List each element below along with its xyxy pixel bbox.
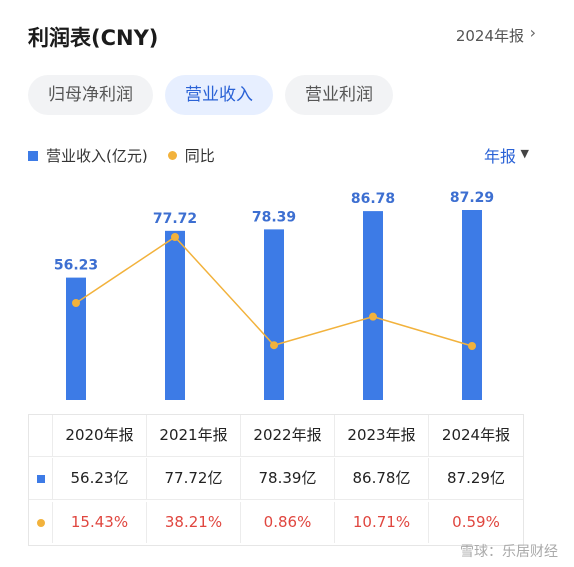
metric-tabs: 归母净利润 营业收入 营业利润 <box>28 75 393 115</box>
tab-net-profit[interactable]: 归母净利润 <box>28 75 153 115</box>
bar-value-label: 87.29 <box>450 190 494 206</box>
caret-down-icon[interactable]: ▼ <box>520 147 529 160</box>
yoy-point <box>468 342 476 350</box>
dot-marker-icon <box>36 519 45 527</box>
table-row-revenue: 56.23亿 77.72亿 78.39亿 86.78亿 87.29亿 <box>29 458 523 500</box>
table-header: 2021年报 <box>147 415 241 456</box>
revenue-bar <box>165 230 185 400</box>
watermark: 雪球：乐居财经 <box>460 544 558 560</box>
yoy-point <box>72 299 80 308</box>
revenue-cell: 87.29亿 <box>447 469 505 487</box>
growth-cell: 15.43% <box>53 502 147 543</box>
table-corner <box>29 415 53 456</box>
bar-marker-icon <box>36 475 45 483</box>
revenue-bar <box>462 210 482 400</box>
bar-value-label: 78.39 <box>252 209 296 225</box>
revenue-cell: 86.78亿 <box>335 458 429 499</box>
table-header: 2024年报 <box>441 426 511 444</box>
table-header: 2023年报 <box>335 415 429 456</box>
bar-legend-marker <box>28 150 38 161</box>
revenue-bar <box>264 229 284 400</box>
yoy-point <box>369 312 377 321</box>
tab-revenue[interactable]: 营业收入 <box>165 75 273 115</box>
growth-cell: 0.59% <box>452 513 500 531</box>
revenue-row-marker <box>29 458 53 499</box>
revenue-chart: 56.23 77.72 78.39 86.78 87.29 <box>54 190 494 400</box>
growth-cell: 38.21% <box>147 502 241 543</box>
table-header: 2020年报 <box>53 415 147 456</box>
revenue-cell: 56.23亿 <box>53 458 147 499</box>
legend-revenue: 营业收入(亿元) <box>46 147 148 165</box>
chevron-right-icon[interactable]: › <box>529 23 536 42</box>
bar-value-label: 77.72 <box>153 211 197 227</box>
growth-cell: 10.71% <box>335 502 429 543</box>
revenue-bar <box>363 211 383 400</box>
bar-value-label: 86.78 <box>351 191 395 207</box>
chart-legend: 营业收入(亿元) 同比 <box>28 145 215 166</box>
table-header: 2022年报 <box>241 415 335 456</box>
legend-yoy: 同比 <box>184 147 215 165</box>
period-selector[interactable]: 年报 <box>483 147 516 166</box>
growth-cell: 0.86% <box>241 502 335 543</box>
page-title: 利润表(CNY) <box>28 26 159 50</box>
revenue-bar <box>66 277 86 400</box>
yoy-point <box>171 233 179 241</box>
bar-value-label: 56.23 <box>54 258 98 274</box>
tab-operating-profit[interactable]: 营业利润 <box>285 75 393 115</box>
report-period-link[interactable]: 2024年报 <box>455 27 524 45</box>
revenue-cell: 78.39亿 <box>241 458 335 499</box>
revenue-cell: 77.72亿 <box>147 458 241 499</box>
table-header-row: 2020年报 2021年报 2022年报 2023年报 2024年报 <box>29 415 523 457</box>
line-legend-marker <box>167 151 177 160</box>
data-table: 2020年报 2021年报 2022年报 2023年报 2024年报 56.23… <box>28 414 524 546</box>
table-row-growth: 15.43% 38.21% 0.86% 10.71% 0.59% <box>29 502 523 543</box>
growth-row-marker <box>29 502 53 543</box>
yoy-point <box>270 341 278 350</box>
